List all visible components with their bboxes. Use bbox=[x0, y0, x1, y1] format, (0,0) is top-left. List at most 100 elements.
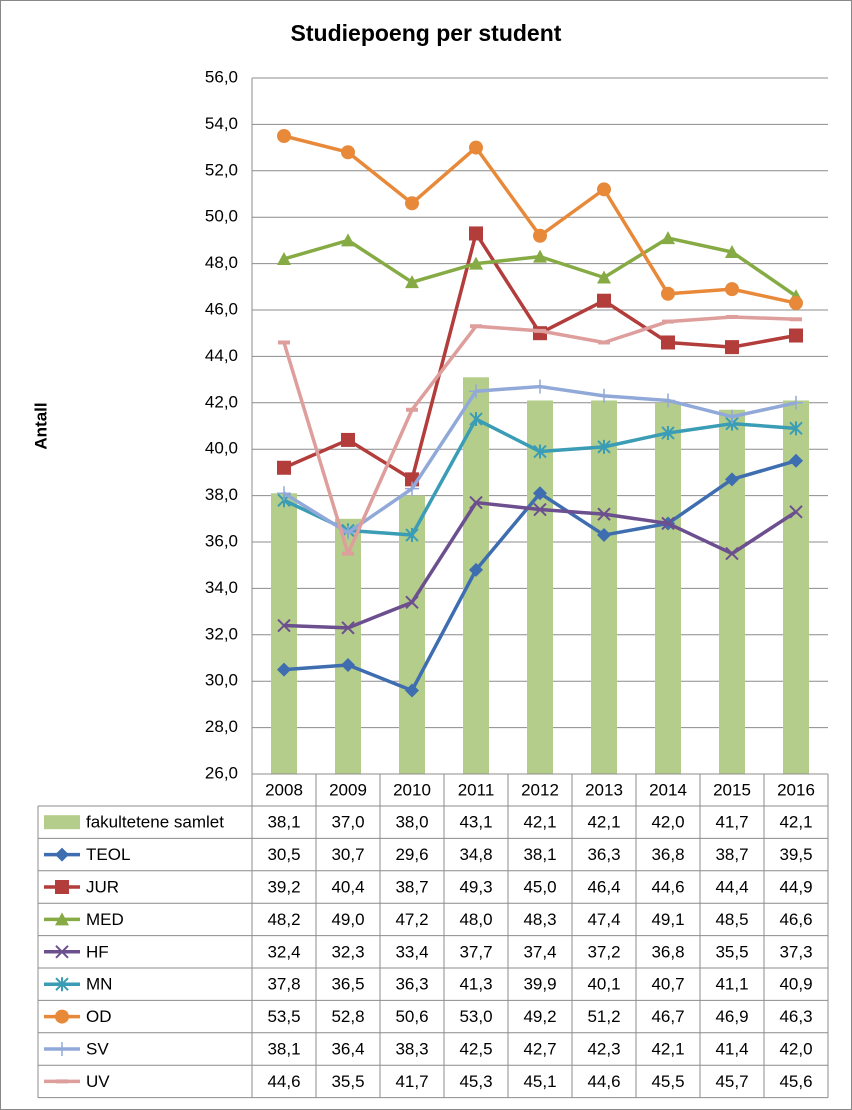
y-tick-label: 54,0 bbox=[205, 114, 238, 133]
legend-label: MN bbox=[86, 975, 112, 994]
marker bbox=[277, 486, 291, 501]
table-cell: 37,8 bbox=[267, 975, 300, 994]
marker bbox=[725, 546, 739, 561]
table-cell: 42,1 bbox=[523, 813, 556, 832]
table-cell: 42,1 bbox=[587, 813, 620, 832]
table-cell: 39,9 bbox=[523, 975, 556, 994]
table-cell: 44,4 bbox=[715, 877, 748, 896]
table-cell: 43,1 bbox=[459, 813, 492, 832]
table-cell: 38,1 bbox=[267, 1039, 300, 1058]
table-cell: 38,1 bbox=[523, 845, 556, 864]
marker bbox=[533, 486, 547, 501]
legend-label: JUR bbox=[86, 877, 119, 896]
marker bbox=[405, 595, 419, 610]
marker bbox=[277, 662, 291, 677]
table-cell: 49,3 bbox=[459, 877, 492, 896]
table-cell: 46,4 bbox=[587, 877, 620, 896]
marker bbox=[469, 256, 483, 270]
marker bbox=[789, 505, 803, 519]
table-cell: 42,1 bbox=[651, 1039, 684, 1058]
marker bbox=[277, 129, 291, 143]
marker bbox=[469, 226, 483, 241]
table-cell: 41,7 bbox=[715, 813, 748, 832]
marker bbox=[469, 384, 483, 399]
table-cell: 38,7 bbox=[395, 877, 428, 896]
x-tick-label: 2014 bbox=[649, 780, 687, 799]
marker bbox=[469, 412, 483, 427]
table-cell: 36,4 bbox=[331, 1039, 364, 1058]
table-cell: 46,9 bbox=[715, 1007, 748, 1026]
table-cell: 44,6 bbox=[651, 877, 684, 896]
table-cell: 41,4 bbox=[715, 1039, 748, 1058]
table-cell: 48,0 bbox=[459, 910, 492, 929]
marker bbox=[725, 472, 739, 487]
table-cell: 42,3 bbox=[587, 1039, 620, 1058]
table-cell: 41,7 bbox=[395, 1072, 428, 1091]
marker bbox=[597, 507, 611, 521]
legend-label: MED bbox=[86, 910, 124, 929]
marker bbox=[661, 231, 675, 245]
marker bbox=[661, 393, 675, 408]
table-cell: 41,3 bbox=[459, 975, 492, 994]
table-cell: 29,6 bbox=[395, 845, 428, 864]
marker bbox=[341, 621, 355, 635]
marker bbox=[341, 145, 355, 160]
table-cell: 46,3 bbox=[779, 1007, 812, 1026]
table-cell: 48,5 bbox=[715, 910, 748, 929]
table-cell: 38,0 bbox=[395, 813, 428, 832]
marker bbox=[725, 282, 739, 297]
bar bbox=[271, 493, 297, 774]
table-cell: 36,3 bbox=[395, 975, 428, 994]
marker bbox=[661, 286, 675, 301]
table-cell: 42,0 bbox=[779, 1039, 812, 1058]
legend-label: UV bbox=[86, 1072, 110, 1091]
marker bbox=[597, 388, 611, 403]
legend-marker bbox=[55, 880, 69, 894]
table-cell: 42,0 bbox=[651, 813, 684, 832]
y-tick-label: 34,0 bbox=[205, 578, 238, 597]
x-tick-label: 2008 bbox=[265, 780, 303, 799]
legend-marker bbox=[55, 1009, 69, 1024]
y-tick-label: 40,0 bbox=[205, 439, 238, 458]
marker bbox=[341, 432, 355, 447]
chart-title: Studiepoeng per student bbox=[291, 20, 562, 46]
marker bbox=[661, 335, 675, 350]
table-cell: 33,4 bbox=[395, 942, 428, 961]
table-cell: 42,5 bbox=[459, 1039, 492, 1058]
table-cell: 44,9 bbox=[779, 877, 812, 896]
x-tick-label: 2013 bbox=[585, 780, 623, 799]
table-cell: 50,6 bbox=[395, 1007, 428, 1026]
table-cell: 39,2 bbox=[267, 877, 300, 896]
legend-marker bbox=[55, 977, 69, 992]
table-cell: 45,6 bbox=[779, 1072, 812, 1091]
y-tick-label: 48,0 bbox=[205, 253, 238, 272]
table-cell: 37,4 bbox=[523, 942, 556, 961]
y-tick-label: 32,0 bbox=[205, 624, 238, 643]
y-tick-label: 30,0 bbox=[205, 671, 238, 690]
y-tick-label: 42,0 bbox=[205, 392, 238, 411]
table-cell: 49,0 bbox=[331, 910, 364, 929]
legend-marker bbox=[55, 945, 69, 959]
table-cell: 41,1 bbox=[715, 975, 748, 994]
marker bbox=[597, 293, 611, 308]
bar bbox=[591, 400, 617, 774]
table-cell: 36,8 bbox=[651, 845, 684, 864]
legend-label: OD bbox=[86, 1007, 112, 1026]
y-tick-label: 50,0 bbox=[205, 207, 238, 226]
table-cell: 47,2 bbox=[395, 910, 428, 929]
marker bbox=[789, 453, 803, 468]
marker bbox=[789, 395, 803, 410]
x-tick-label: 2015 bbox=[713, 780, 751, 799]
bar bbox=[335, 518, 361, 774]
legend-label: HF bbox=[86, 942, 109, 961]
table-cell: 45,3 bbox=[459, 1072, 492, 1091]
marker bbox=[789, 421, 803, 436]
table-cell: 44,6 bbox=[267, 1072, 300, 1091]
marker bbox=[533, 502, 547, 517]
y-tick-label: 38,0 bbox=[205, 485, 238, 504]
table-cell: 47,4 bbox=[587, 910, 620, 929]
table-cell: 37,2 bbox=[587, 942, 620, 961]
marker bbox=[789, 328, 803, 343]
